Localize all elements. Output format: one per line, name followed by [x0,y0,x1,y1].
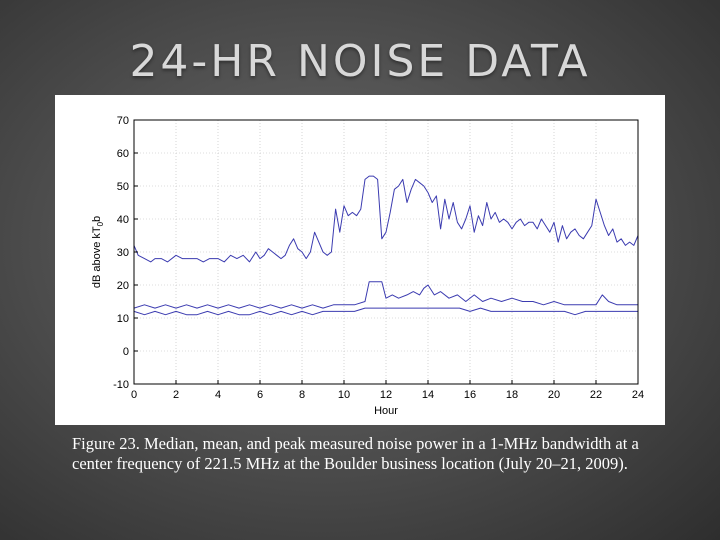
median-series-line [133,307,638,316]
peak-series-line [133,175,639,263]
y-axis-label-main: dB above kT [91,226,103,288]
x-tick-label: 20 [548,389,560,401]
x-tick-label: 6 [257,389,263,401]
figure-panel: 0 2 4 6 8 10 12 14 16 18 20 22 24 -10 0 10 20 30 40 50 60 70 … [55,95,665,425]
x-tick-label: 8 [299,389,305,401]
y-axis-label-sub: 0 [96,221,105,226]
y-tick-label: 50 [117,181,129,193]
x-tick-label: 10 [338,389,350,401]
y-axis-label: dB above kT0b [91,216,105,288]
y-tick-label: 60 [117,148,129,160]
series-lines [133,175,639,316]
mean-series-line [133,281,638,309]
y-tick-label: 70 [117,115,129,127]
grid-lines [133,119,639,385]
x-tick-label: 16 [464,389,476,401]
y-tick-label: -10 [113,379,129,391]
y-tick-label: 0 [123,346,129,358]
y-tick-label: 30 [117,247,129,259]
x-tick-label: 2 [173,389,179,401]
x-tick-label: 12 [380,389,392,401]
y-tick-label: 20 [117,280,129,292]
y-tick-label: 10 [117,313,129,325]
y-tick-label: 40 [117,214,129,226]
x-tick-label: 4 [215,389,221,401]
slide-title: 24-HR NOISE DATA [129,36,591,87]
x-tick-label: 14 [422,389,434,401]
noise-chart: 0 2 4 6 8 10 12 14 16 18 20 22 24-10010203040506070 … [91,115,644,417]
x-axis-label: Hour [374,405,398,417]
x-tick-label: 18 [506,389,518,401]
figure-caption: Figure 23. Median, mean, and peak measur… [72,434,639,473]
x-tick-label: 22 [590,389,602,401]
x-tick-label: 0 [131,389,137,401]
x-tick-label: 24 [632,389,644,401]
y-axis-label-tail: b [91,216,103,222]
